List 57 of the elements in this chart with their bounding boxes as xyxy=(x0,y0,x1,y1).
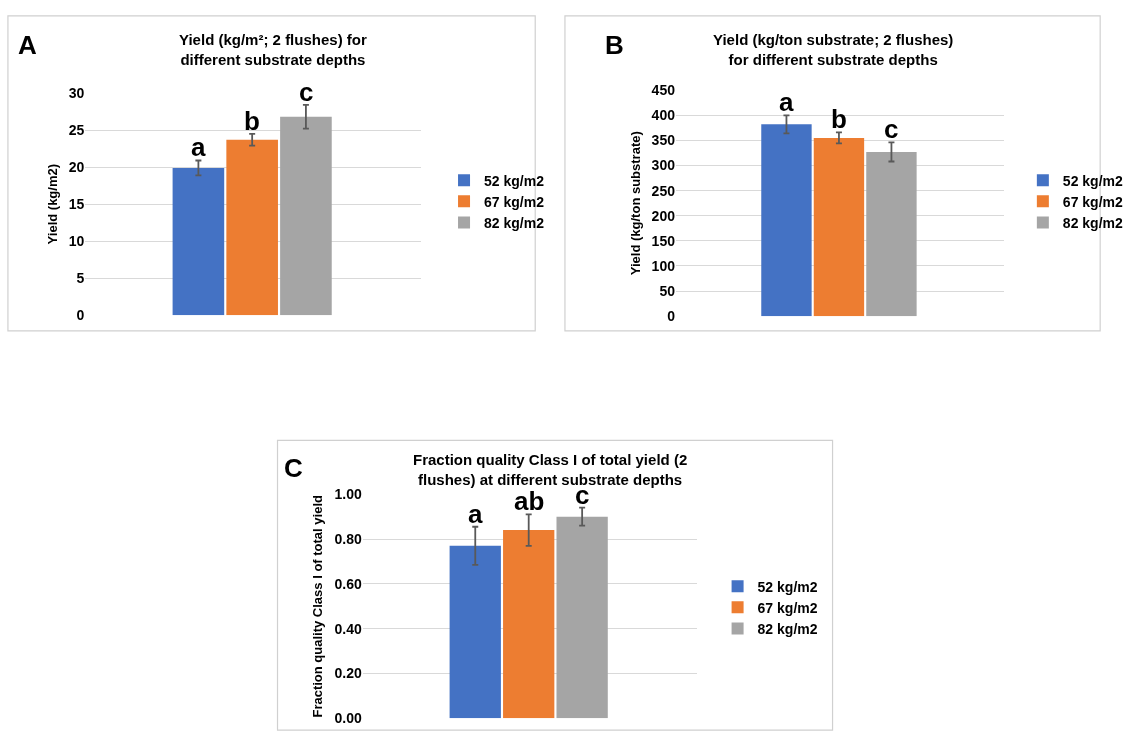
y-tick-label: 350 xyxy=(651,132,676,149)
legend-label: 67 kg/m2 xyxy=(484,193,545,210)
legend-label: 67 kg/m2 xyxy=(757,599,818,616)
y-tick-label: 10 xyxy=(68,233,85,250)
data-label: a xyxy=(468,499,483,529)
chart-title: Yield (kg/ton substrate; 2 flushes) for different substrate depths xyxy=(713,31,954,68)
legend-label: 52 kg/m2 xyxy=(757,578,818,595)
y-tick-label: 15 xyxy=(68,196,85,213)
y-tick-label: 100 xyxy=(651,257,676,274)
bar xyxy=(280,116,332,316)
y-tick-label: 0 xyxy=(76,307,85,324)
y-tick-label: 20 xyxy=(68,159,85,176)
data-label: a xyxy=(191,132,206,162)
y-tick-label: 0 xyxy=(667,308,676,325)
y-tick-label: 25 xyxy=(68,122,85,139)
legend-label: 82 kg/m2 xyxy=(484,215,545,231)
chart-title: Yield (kg/m²; 2 flushes) for different substrate depths xyxy=(179,31,367,68)
bar xyxy=(866,151,917,317)
y-tick-label: 250 xyxy=(651,182,676,199)
y-tick-label: 400 xyxy=(651,107,676,124)
y-tick-label: 150 xyxy=(651,232,676,249)
bar xyxy=(503,530,555,719)
data-label: c xyxy=(299,77,314,107)
y-tick-label: 0.60 xyxy=(334,575,362,592)
legend-label: 52 kg/m2 xyxy=(1062,172,1123,189)
y-tick-label: 30 xyxy=(68,85,85,102)
data-label: b xyxy=(244,106,260,136)
bar xyxy=(226,139,278,316)
bar xyxy=(813,137,865,317)
y-tick-label: 200 xyxy=(651,207,676,224)
legend-label: 52 kg/m2 xyxy=(484,172,545,189)
bar xyxy=(449,545,501,719)
text: B xyxy=(605,30,624,60)
legend-label: 82 kg/m2 xyxy=(1062,215,1123,231)
legend-label: 82 kg/m2 xyxy=(757,621,818,638)
y-tick-label: 1.00 xyxy=(334,486,362,503)
text: C xyxy=(284,453,303,483)
legend-label: 67 kg/m2 xyxy=(1062,193,1123,210)
y-tick-label: 50 xyxy=(659,282,676,299)
y-tick-label: 0.20 xyxy=(334,665,362,682)
y-tick-label: 450 xyxy=(651,82,676,99)
y-axis-title: Yield (kg/m2) xyxy=(44,163,60,245)
y-tick-label: 0.80 xyxy=(334,530,362,547)
bar xyxy=(172,167,225,316)
y-tick-label: 0.00 xyxy=(334,710,362,727)
y-tick-label: 5 xyxy=(76,270,85,287)
data-label: a xyxy=(779,87,794,117)
y-axis-title: Fraction quality Class I of total yield xyxy=(310,494,326,718)
data-label: ab xyxy=(514,486,545,516)
y-tick-label: 300 xyxy=(651,157,676,174)
text: A xyxy=(18,30,37,60)
data-label: b xyxy=(831,104,847,134)
bar xyxy=(761,124,812,317)
data-label: c xyxy=(884,114,899,144)
y-tick-label: 0.40 xyxy=(334,620,362,637)
y-axis-title: Yield (kg/ton substrate) xyxy=(627,131,643,276)
bar xyxy=(556,516,608,719)
